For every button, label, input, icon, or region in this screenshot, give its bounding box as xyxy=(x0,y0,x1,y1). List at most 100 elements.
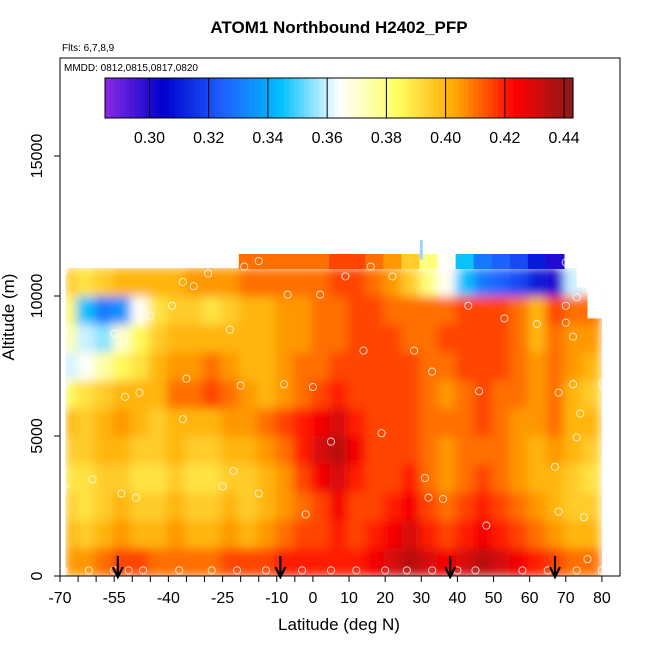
heatmap-cell xyxy=(256,380,276,409)
colorbar-swatch xyxy=(299,78,305,118)
heatmap-cell xyxy=(256,408,276,437)
heatmap-cell xyxy=(184,548,204,576)
sample-point xyxy=(175,566,184,575)
sample-point xyxy=(218,482,227,491)
upper-band-cell xyxy=(329,254,348,269)
colorbar-swatch xyxy=(443,78,450,118)
heatmap-cell xyxy=(76,436,95,465)
heatmap-cell xyxy=(365,296,384,325)
heatmap-cell xyxy=(166,380,186,409)
colorbar-swatch xyxy=(134,78,141,118)
heatmap-cell xyxy=(184,324,204,353)
colorbar-swatch xyxy=(373,78,380,118)
heatmap-cell xyxy=(545,268,565,297)
heatmap-cell xyxy=(455,324,475,353)
x-tick-label: 80 xyxy=(593,590,611,607)
heatmap-cell xyxy=(347,324,366,353)
heatmap-cell xyxy=(383,464,402,493)
heatmap-cell xyxy=(94,352,113,381)
heatmap-cell xyxy=(329,352,348,381)
heatmap-cell xyxy=(202,296,222,325)
colorbar-swatch xyxy=(433,78,440,118)
heatmap-cell xyxy=(491,492,511,521)
heatmap-cell xyxy=(148,324,168,353)
heatmap-cell xyxy=(184,408,204,437)
sample-point xyxy=(381,566,390,575)
flight-arrow xyxy=(274,556,287,580)
x-tick-label: -40 xyxy=(157,590,180,607)
heatmap-cell xyxy=(437,408,457,437)
colorbar-swatch xyxy=(503,78,509,118)
heatmap-cells xyxy=(65,268,601,576)
heatmap-cell xyxy=(148,296,168,325)
heatmap-cell xyxy=(130,548,150,576)
heatmap-cell xyxy=(293,268,312,297)
colorbar-swatch xyxy=(204,78,211,118)
heatmap-cell xyxy=(274,464,294,493)
heatmap-cell xyxy=(311,268,330,297)
sample-point xyxy=(366,262,375,271)
heatmap-cell xyxy=(293,520,312,549)
colorbar-swatch xyxy=(553,78,559,118)
colorbar-swatch xyxy=(523,78,529,118)
heatmap-cell xyxy=(329,380,348,409)
heatmap-cell xyxy=(401,492,420,521)
heatmap-cell xyxy=(148,268,168,297)
colorbar-swatch xyxy=(513,78,519,118)
heatmap-cell xyxy=(582,520,601,549)
colorbar-swatch xyxy=(319,78,325,118)
heatmap-cell xyxy=(455,380,475,409)
heatmap-cell xyxy=(545,296,565,325)
heatmap-cell xyxy=(527,324,547,353)
sample-point xyxy=(326,437,336,446)
heatmap-cell xyxy=(293,380,312,409)
heatmap-cell xyxy=(365,492,384,521)
heatmap-cell xyxy=(582,380,601,409)
heatmap-cell xyxy=(148,352,168,381)
heatmap-cell xyxy=(437,464,457,493)
sample-point xyxy=(572,566,581,575)
colorbar-tick-label: 0.38 xyxy=(371,130,402,147)
heatmap-cell xyxy=(329,324,348,353)
heatmap-cell xyxy=(329,408,348,437)
colorbar-tick-label: 0.40 xyxy=(430,130,461,147)
colorbar-swatch xyxy=(453,78,460,118)
upper-band-cell xyxy=(437,254,457,269)
flights-annotation: Flts: 6,7,8,9 xyxy=(62,43,115,54)
heatmap-cell xyxy=(383,324,402,353)
upper-band-cell xyxy=(274,254,294,269)
sample-point xyxy=(550,462,560,471)
heatmap-cell xyxy=(329,436,348,465)
heatmap-cell xyxy=(347,548,366,576)
heatmap-cell xyxy=(166,296,186,325)
upper-band-cell xyxy=(347,254,366,269)
heatmap-cell xyxy=(564,548,583,576)
heatmap-cell xyxy=(166,408,186,437)
heatmap-cell xyxy=(202,324,222,353)
heatmap-cell xyxy=(347,436,366,465)
heatmap-cell xyxy=(582,548,601,576)
heatmap-cell xyxy=(256,548,276,576)
heatmap-cell xyxy=(491,548,511,576)
heatmap-cell xyxy=(256,520,276,549)
heatmap-cell xyxy=(130,436,150,465)
colorbar-swatch xyxy=(493,78,499,118)
sample-point xyxy=(554,507,563,516)
heatmap-cell xyxy=(582,464,601,493)
mask-top-right xyxy=(576,58,620,288)
sample-point xyxy=(207,566,216,575)
sample-point xyxy=(532,319,541,329)
heatmap-cell xyxy=(527,380,547,409)
heatmap-cell xyxy=(76,324,95,353)
heatmap-cell xyxy=(401,408,420,437)
heatmap-cell xyxy=(491,380,511,409)
sample-point xyxy=(568,380,578,389)
sample-point xyxy=(178,277,187,287)
heatmap-cell xyxy=(130,324,150,353)
x-tick-label: -70 xyxy=(48,590,71,607)
heatmap-cell xyxy=(311,408,330,437)
heatmap-cell xyxy=(65,324,77,353)
heatmap-cell xyxy=(582,324,601,353)
heatmap-cell xyxy=(509,548,529,576)
colorbar-swatch xyxy=(224,78,231,118)
